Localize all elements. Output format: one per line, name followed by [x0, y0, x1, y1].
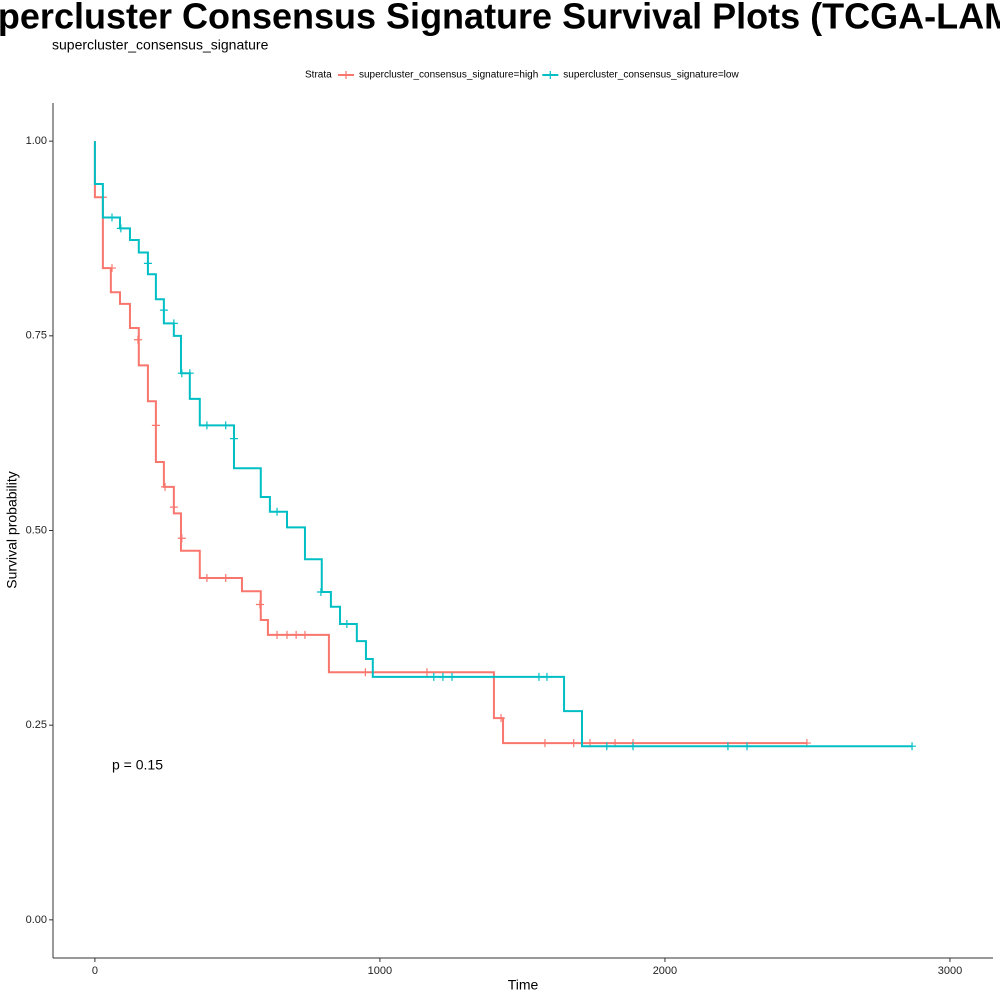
censor-mark [342, 619, 351, 628]
x-tick-label: 1000 [368, 965, 392, 977]
censor-mark [361, 668, 370, 677]
censor-mark [177, 369, 186, 378]
x-tick-label: 3000 [938, 965, 962, 977]
censor-mark [202, 574, 211, 582]
censor-mark [221, 421, 230, 430]
censor-mark [116, 224, 125, 233]
censor-mark [107, 264, 116, 273]
x-tick-label: 0 [92, 965, 98, 977]
y-tick-label: 1.00 [26, 135, 47, 147]
censor-mark [569, 739, 578, 748]
censor-mark [202, 421, 211, 430]
censor-mark [602, 742, 611, 751]
y-tick-label: 0.50 [26, 524, 47, 536]
censor-mark [107, 213, 116, 222]
x-axis-label: Time [508, 977, 539, 993]
censor-mark [292, 630, 301, 639]
y-axis-label: Survival probability [4, 471, 20, 589]
censor-mark [177, 534, 186, 543]
y-tick-label: 0.25 [26, 719, 47, 731]
censor-mark [221, 574, 230, 582]
censor-mark [743, 742, 752, 751]
legend-label: supercluster_consensus_signature=low [563, 70, 739, 81]
x-tick-label: 2000 [653, 965, 677, 977]
censor-mark [438, 672, 447, 681]
legend-title: Strata [305, 70, 332, 81]
censor-mark [316, 588, 325, 597]
censor-mark [161, 482, 170, 491]
legend-label: supercluster_consensus_signature=high [359, 70, 538, 81]
censor-mark [497, 714, 506, 723]
chart-title: Supercluster Consensus Signature Surviva… [0, 0, 1000, 37]
censor-mark [300, 630, 309, 639]
censor-mark [908, 742, 917, 751]
censor-mark [169, 503, 178, 512]
survival-curve [93, 141, 807, 745]
p-value: p = 0.15 [112, 757, 163, 773]
censor-mark [422, 668, 431, 677]
survival-curve [93, 141, 913, 748]
censor-mark [159, 306, 168, 315]
censor-mark [534, 672, 543, 681]
y-tick-label: 0.75 [26, 330, 47, 342]
censor-mark [723, 742, 732, 751]
censor-mark [229, 434, 238, 443]
censor-mark [542, 672, 551, 681]
censor-mark [143, 259, 152, 268]
censor-mark [283, 630, 292, 639]
legend-swatch-mark [342, 71, 350, 79]
chart-subtitle: supercluster_consensus_signature [52, 37, 269, 53]
censor-mark [273, 507, 282, 516]
censor-mark [273, 630, 282, 639]
censor-mark [255, 600, 264, 609]
censor-mark [169, 319, 178, 328]
legend-swatch-mark [546, 71, 555, 79]
censor-mark [540, 739, 549, 748]
censor-mark [185, 369, 194, 378]
censor-mark [448, 672, 457, 681]
censor-mark [151, 421, 160, 430]
y-tick-label: 0.00 [26, 914, 47, 926]
censor-mark [429, 672, 438, 681]
censor-mark [133, 335, 142, 344]
censor-mark [629, 742, 638, 751]
